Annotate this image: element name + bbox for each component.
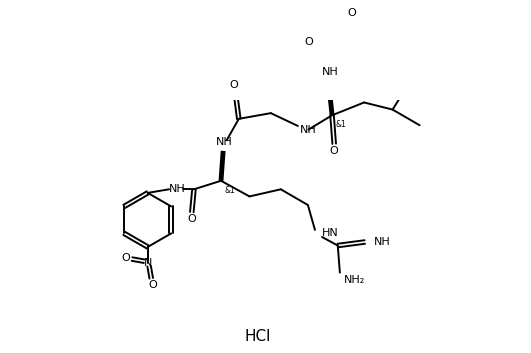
Text: O: O bbox=[121, 253, 130, 263]
Text: NH: NH bbox=[322, 67, 339, 77]
Text: O: O bbox=[187, 214, 196, 224]
Text: O: O bbox=[148, 280, 157, 290]
Text: O: O bbox=[330, 146, 339, 156]
Text: O: O bbox=[229, 80, 238, 90]
Text: NH: NH bbox=[216, 137, 233, 147]
Text: &1: &1 bbox=[225, 186, 235, 195]
Text: O: O bbox=[347, 8, 356, 18]
Text: HCl: HCl bbox=[245, 329, 271, 344]
Text: O: O bbox=[304, 37, 313, 47]
Text: NH: NH bbox=[169, 184, 186, 194]
Text: N: N bbox=[143, 258, 152, 268]
Text: NH: NH bbox=[374, 237, 391, 247]
Text: &1: &1 bbox=[336, 120, 346, 129]
Text: NH₂: NH₂ bbox=[344, 275, 365, 285]
Text: HN: HN bbox=[322, 228, 339, 238]
Text: NH: NH bbox=[300, 125, 317, 134]
